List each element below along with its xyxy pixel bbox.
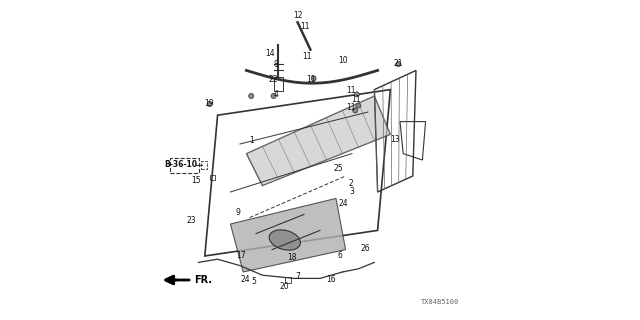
Ellipse shape (269, 230, 300, 250)
Text: 16: 16 (326, 275, 335, 284)
Text: 24: 24 (241, 276, 251, 284)
Text: 25: 25 (333, 164, 344, 172)
Circle shape (355, 92, 360, 97)
Text: 6: 6 (338, 252, 342, 260)
Text: 1: 1 (250, 136, 254, 145)
Text: 15: 15 (191, 176, 201, 185)
Text: 23: 23 (186, 216, 196, 225)
Polygon shape (230, 198, 346, 272)
Text: 11: 11 (302, 52, 311, 60)
Text: 13: 13 (390, 135, 399, 144)
Bar (210, 175, 215, 180)
Bar (285, 277, 291, 283)
Circle shape (311, 76, 316, 81)
Text: 11: 11 (347, 86, 356, 95)
Text: 8: 8 (274, 60, 278, 68)
Text: 4: 4 (274, 90, 278, 99)
Circle shape (396, 61, 401, 67)
Text: 11: 11 (351, 95, 360, 104)
Text: 24: 24 (339, 199, 348, 208)
Text: B-36-10: B-36-10 (164, 160, 197, 169)
Text: 17: 17 (236, 251, 246, 260)
Text: 21: 21 (393, 59, 403, 68)
Text: 10: 10 (339, 56, 348, 65)
Text: 22: 22 (268, 75, 278, 84)
Text: 14: 14 (265, 49, 275, 58)
Text: 19: 19 (204, 99, 214, 108)
Bar (201, 161, 207, 169)
Text: TX84B5100: TX84B5100 (421, 300, 459, 305)
Text: 3: 3 (349, 188, 354, 196)
Circle shape (207, 101, 212, 107)
Circle shape (248, 93, 253, 99)
Text: 11: 11 (307, 75, 316, 84)
Circle shape (353, 108, 358, 113)
Text: 20: 20 (279, 282, 289, 291)
Text: 26: 26 (361, 244, 371, 253)
Text: 12: 12 (294, 11, 303, 20)
Text: 11: 11 (347, 103, 356, 112)
Bar (274, 77, 284, 91)
Text: 9: 9 (236, 208, 240, 217)
Text: 7: 7 (296, 272, 301, 281)
Text: 2: 2 (349, 180, 354, 188)
Circle shape (356, 103, 361, 108)
Text: 18: 18 (287, 253, 297, 262)
Text: 5: 5 (252, 277, 256, 286)
Circle shape (271, 93, 276, 99)
Text: FR.: FR. (195, 275, 212, 285)
Polygon shape (246, 96, 390, 186)
Text: 11: 11 (300, 22, 310, 31)
